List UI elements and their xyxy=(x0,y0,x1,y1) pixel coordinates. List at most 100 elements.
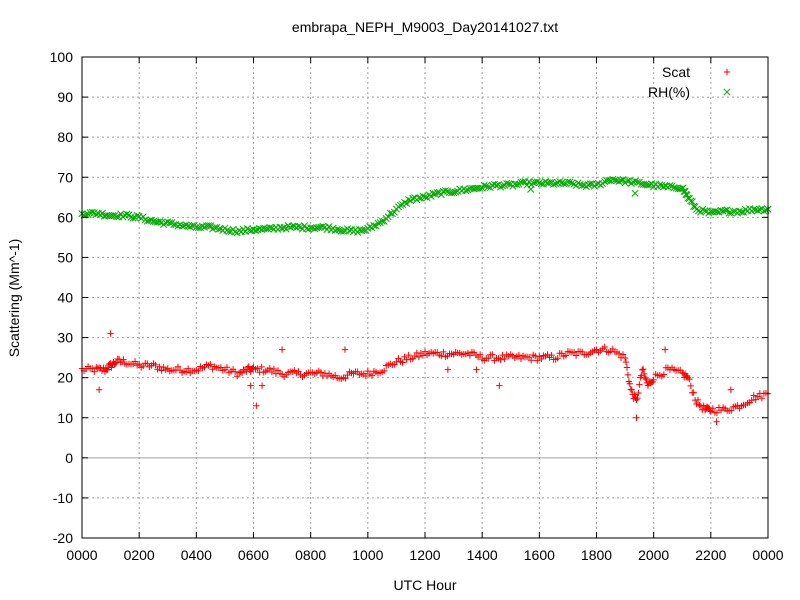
rh-point xyxy=(178,222,186,230)
rh-point xyxy=(723,206,731,214)
scat-point xyxy=(501,355,508,363)
rh-point xyxy=(729,207,737,215)
x-tick-label: 0200 xyxy=(124,547,155,563)
rh-point xyxy=(601,177,609,186)
rh-point xyxy=(750,205,758,213)
scat-point xyxy=(684,374,692,381)
rh-point xyxy=(211,224,219,232)
scat-point xyxy=(440,348,447,356)
rh-point xyxy=(623,177,631,185)
y-tick-label: 100 xyxy=(50,49,74,65)
rh-point xyxy=(450,188,458,197)
rh-point xyxy=(552,180,560,188)
x-tick-label: 0000 xyxy=(752,547,783,563)
scat-point xyxy=(534,357,541,364)
rh-point xyxy=(760,207,768,215)
rh-point xyxy=(345,226,354,235)
rh-point xyxy=(231,228,239,236)
rh-point xyxy=(396,201,405,209)
scat-point xyxy=(258,363,265,371)
rh-point xyxy=(325,223,333,231)
legend-label-rh: RH(%) xyxy=(648,84,690,100)
scat-point xyxy=(421,348,429,355)
rh-point xyxy=(82,211,90,219)
rh-point xyxy=(462,186,470,195)
scat-point xyxy=(184,365,192,372)
rh-point xyxy=(266,223,274,232)
scat-point xyxy=(619,351,627,358)
rh-point xyxy=(205,222,213,230)
rh-point xyxy=(403,199,411,207)
rh-point xyxy=(578,181,586,189)
scat-point xyxy=(690,389,697,396)
scat-point xyxy=(758,395,766,402)
scat-point xyxy=(144,360,151,367)
rh-point xyxy=(409,194,417,202)
x-tick-label: 2200 xyxy=(695,547,726,563)
rh-point xyxy=(556,178,564,186)
y-tick-label: 40 xyxy=(57,290,73,306)
chart-title: embrapa_NEPH_M9003_Day20141027.txt xyxy=(292,19,558,35)
rh-point xyxy=(156,218,164,226)
rh-point xyxy=(737,208,746,216)
rh-point xyxy=(566,178,574,186)
rh-point xyxy=(680,187,688,195)
y-tick-label: -20 xyxy=(53,530,73,546)
scat-point xyxy=(548,351,555,359)
rh-point xyxy=(282,225,290,233)
rh-point xyxy=(735,207,743,215)
y-tick-label: 0 xyxy=(65,450,73,466)
rh-point xyxy=(513,180,521,189)
scat-point xyxy=(131,358,139,365)
x-tick-label: 0000 xyxy=(66,547,97,563)
scat-point xyxy=(253,402,260,409)
rh-point xyxy=(617,177,625,185)
x-axis-label: UTC Hour xyxy=(393,577,456,593)
rh-point xyxy=(111,212,119,220)
rh-point xyxy=(499,182,507,190)
rh-point xyxy=(545,178,554,187)
rh-point xyxy=(527,185,535,193)
rh-point xyxy=(609,175,617,184)
scat-point xyxy=(444,366,452,373)
scat-point xyxy=(91,368,98,375)
scat-point xyxy=(317,369,325,376)
scat-point xyxy=(485,355,492,362)
rh-point xyxy=(294,222,302,231)
scat-point xyxy=(532,352,539,360)
rh-point xyxy=(129,214,137,222)
rh-point xyxy=(705,209,713,217)
scat-point xyxy=(104,366,111,373)
rh-point xyxy=(421,193,429,201)
rh-point xyxy=(564,178,572,186)
x-tick-label: 1800 xyxy=(581,547,612,563)
rh-point xyxy=(251,226,260,234)
scat-point xyxy=(223,364,231,371)
rh-point xyxy=(374,219,382,227)
rh-point xyxy=(109,212,117,220)
scat-point xyxy=(623,364,631,371)
rh-point xyxy=(688,198,696,206)
scat-point xyxy=(182,368,190,376)
rh-point xyxy=(656,181,664,189)
rh-point xyxy=(646,181,654,189)
scat-point xyxy=(415,353,423,361)
rh-point xyxy=(188,222,196,230)
rh-point xyxy=(370,222,378,230)
scat-point xyxy=(572,352,580,359)
scat-point xyxy=(615,350,623,357)
rh-point xyxy=(215,225,223,233)
rh-point xyxy=(335,226,343,234)
scat-point xyxy=(696,401,703,409)
rh-point xyxy=(386,209,394,217)
rh-point xyxy=(605,176,613,184)
rh-point xyxy=(625,177,633,185)
scat-point xyxy=(639,366,646,374)
rh-point xyxy=(452,188,460,196)
rh-point xyxy=(319,222,327,230)
rh-point xyxy=(339,227,347,235)
grid-lines xyxy=(82,57,768,538)
scat-point xyxy=(473,366,480,373)
rh-point xyxy=(631,189,639,197)
